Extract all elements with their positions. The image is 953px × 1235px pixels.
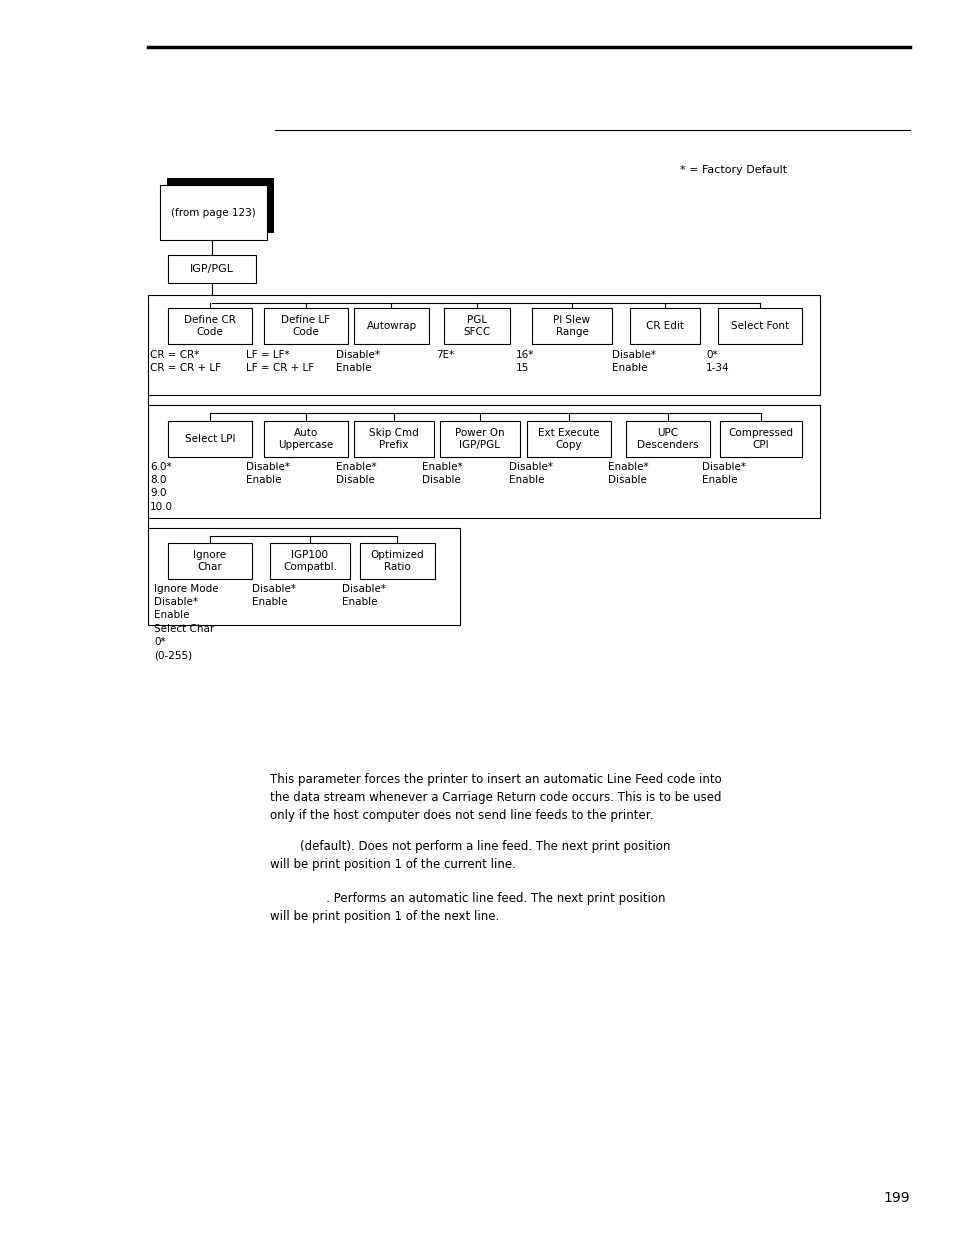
Text: IGP100
Compatbl.: IGP100 Compatbl. <box>283 550 336 572</box>
Text: LF = LF*
LF = CR + LF: LF = LF* LF = CR + LF <box>246 350 314 373</box>
Text: Power On
IGP/PGL: Power On IGP/PGL <box>455 427 504 451</box>
Text: Optimized
Ratio: Optimized Ratio <box>371 550 424 572</box>
Text: Select Font: Select Font <box>730 321 788 331</box>
Text: Define LF
Code: Define LF Code <box>281 315 330 337</box>
Bar <box>532 308 612 345</box>
Bar <box>720 421 801 457</box>
Text: Disable*
Enable: Disable* Enable <box>341 584 386 608</box>
Text: Auto
Uppercase: Auto Uppercase <box>278 427 334 451</box>
Text: Disable*
Enable: Disable* Enable <box>335 350 379 373</box>
Text: PI Slew
Range: PI Slew Range <box>553 315 590 337</box>
Text: (default). Does not perform a line feed. The next print position
will be print p: (default). Does not perform a line feed.… <box>270 840 670 871</box>
Bar <box>148 529 459 625</box>
Text: Enable*
Disable: Enable* Disable <box>335 462 376 485</box>
Text: Ext Execute
Copy: Ext Execute Copy <box>537 427 599 451</box>
Text: CR Edit: CR Edit <box>645 321 683 331</box>
Text: (from page 123): (from page 123) <box>171 207 255 217</box>
Bar <box>160 185 267 240</box>
Text: Select LPI: Select LPI <box>185 433 235 445</box>
Text: PGL
SFCC: PGL SFCC <box>463 315 490 337</box>
Text: Ignore
Char: Ignore Char <box>193 550 226 572</box>
Bar <box>270 543 350 579</box>
Text: * = Factory Default: * = Factory Default <box>679 165 786 175</box>
Text: Skip Cmd
Prefix: Skip Cmd Prefix <box>369 427 418 451</box>
Bar <box>526 421 610 457</box>
Bar <box>168 254 255 283</box>
Bar <box>168 421 252 457</box>
Text: . Performs an automatic line feed. The next print position
will be print positio: . Performs an automatic line feed. The n… <box>270 892 665 923</box>
Bar <box>629 308 700 345</box>
Bar <box>168 543 252 579</box>
Text: 199: 199 <box>882 1191 909 1205</box>
Text: Define CR
Code: Define CR Code <box>184 315 235 337</box>
Text: Disable*
Enable: Disable* Enable <box>701 462 745 485</box>
Bar <box>148 295 820 395</box>
Bar <box>168 308 252 345</box>
Bar <box>354 421 434 457</box>
Text: Enable*
Disable: Enable* Disable <box>607 462 648 485</box>
Bar <box>439 421 519 457</box>
Text: 7E*: 7E* <box>436 350 454 359</box>
Text: Ignore Mode
Disable*
Enable
Select Char
0*
(0-255): Ignore Mode Disable* Enable Select Char … <box>153 584 218 659</box>
Bar <box>354 308 429 345</box>
Text: 6.0*
8.0
9.0
10.0: 6.0* 8.0 9.0 10.0 <box>150 462 172 511</box>
Text: UPC
Descenders: UPC Descenders <box>637 427 698 451</box>
Bar <box>443 308 510 345</box>
Bar <box>148 405 820 517</box>
Text: Disable*
Enable: Disable* Enable <box>612 350 656 373</box>
Text: Autowrap: Autowrap <box>366 321 416 331</box>
Text: Disable*
Enable: Disable* Enable <box>509 462 553 485</box>
Bar <box>264 308 348 345</box>
Text: 16*
15: 16* 15 <box>516 350 534 373</box>
Text: This parameter forces the printer to insert an automatic Line Feed code into
the: This parameter forces the printer to ins… <box>270 773 721 823</box>
Text: 0*
1-34: 0* 1-34 <box>705 350 729 373</box>
Bar <box>167 178 274 233</box>
Bar <box>359 543 435 579</box>
Text: IGP/PGL: IGP/PGL <box>190 264 233 274</box>
Bar <box>264 421 348 457</box>
Text: Disable*
Enable: Disable* Enable <box>246 462 290 485</box>
Bar <box>718 308 801 345</box>
Text: Disable*
Enable: Disable* Enable <box>252 584 295 608</box>
Text: Enable*
Disable: Enable* Disable <box>421 462 462 485</box>
Text: CR = CR*
CR = CR + LF: CR = CR* CR = CR + LF <box>150 350 221 373</box>
Text: Compressed
CPI: Compressed CPI <box>728 427 793 451</box>
Bar <box>625 421 709 457</box>
